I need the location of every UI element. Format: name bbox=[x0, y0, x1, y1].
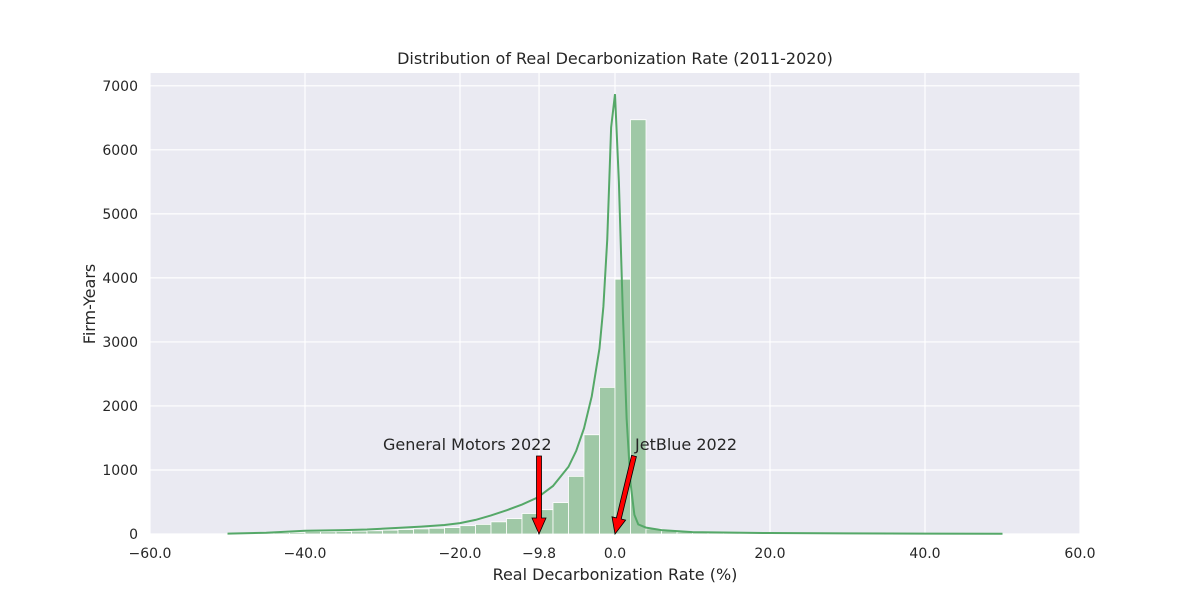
histogram-bar bbox=[459, 525, 476, 535]
annotation-general-motors: General Motors 2022 bbox=[383, 435, 552, 454]
histogram-bar bbox=[397, 529, 414, 535]
y-tick-label: 2000 bbox=[102, 399, 138, 415]
x-tick-label: −40.0 bbox=[284, 546, 327, 562]
x-tick-label: 0.0 bbox=[604, 546, 626, 562]
histogram-bar bbox=[475, 523, 492, 535]
x-tick-label: 60.0 bbox=[1064, 546, 1095, 562]
histogram-bar bbox=[506, 518, 523, 535]
histogram-bar bbox=[599, 386, 616, 535]
y-tick-label: 1000 bbox=[102, 463, 138, 479]
histogram-bar bbox=[320, 531, 337, 535]
histogram-bar bbox=[289, 531, 306, 535]
x-tick-label: −20.0 bbox=[439, 546, 482, 562]
y-tick-label: 0 bbox=[129, 527, 138, 543]
histogram-bar bbox=[583, 434, 600, 535]
y-tick-label: 6000 bbox=[102, 143, 138, 159]
arrow-general-motors bbox=[531, 455, 547, 535]
histogram-bar bbox=[413, 528, 430, 535]
kde-curve bbox=[227, 94, 1003, 535]
histogram-bar bbox=[366, 530, 383, 535]
y-tick-label: 7000 bbox=[102, 79, 138, 95]
annotation-arrows bbox=[531, 454, 637, 535]
x-tick-label: −9.8 bbox=[522, 546, 556, 562]
x-tick-labels: −60.0 −40.0 −20.0 −9.8 0.0 20.0 40.0 60.0 bbox=[129, 546, 1096, 562]
y-tick-label: 5000 bbox=[102, 207, 138, 223]
y-axis-label: Firm-Years bbox=[80, 264, 99, 344]
arrow-jetblue bbox=[611, 454, 637, 535]
x-tick-label: −60.0 bbox=[129, 546, 172, 562]
histogram-bar bbox=[428, 527, 445, 535]
x-tick-label: 40.0 bbox=[909, 546, 940, 562]
y-tick-label: 3000 bbox=[102, 335, 138, 351]
histogram-bar bbox=[304, 531, 321, 535]
histogram-bar bbox=[351, 530, 368, 535]
histogram-bar bbox=[335, 531, 352, 535]
chart-title: Distribution of Real Decarbonization Rat… bbox=[397, 49, 833, 68]
y-tick-label: 4000 bbox=[102, 271, 138, 287]
annotation-jetblue: JetBlue 2022 bbox=[634, 435, 737, 454]
x-axis-label: Real Decarbonization Rate (%) bbox=[493, 565, 738, 584]
y-tick-labels: 0 1000 2000 3000 4000 5000 6000 7000 bbox=[102, 79, 138, 543]
histogram-bar bbox=[490, 521, 507, 535]
histogram-bar bbox=[444, 527, 461, 535]
histogram-bar bbox=[552, 502, 569, 535]
histogram-bar bbox=[382, 529, 399, 535]
histogram-bar bbox=[568, 475, 585, 535]
x-tick-label: 20.0 bbox=[754, 546, 785, 562]
histogram-bar bbox=[630, 119, 647, 535]
